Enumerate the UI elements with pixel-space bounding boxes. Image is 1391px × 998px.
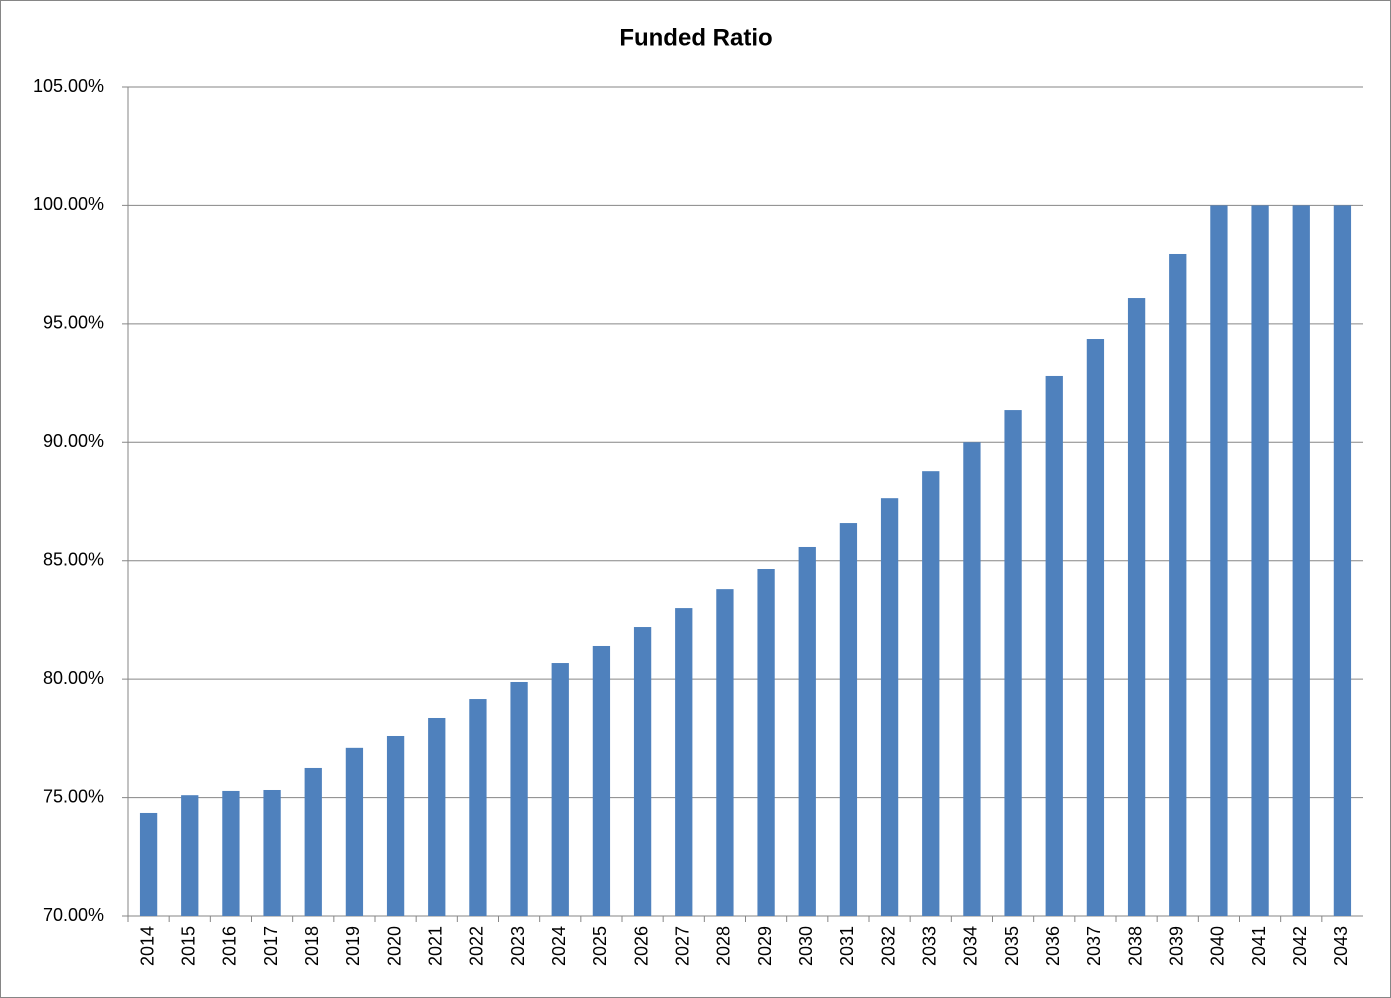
x-tick-label: 2018 (302, 926, 322, 966)
bar (304, 767, 322, 916)
bar (510, 681, 528, 916)
bar (428, 717, 446, 916)
bar (1086, 339, 1105, 916)
x-tick-label: 2035 (1002, 926, 1022, 966)
bar (757, 569, 775, 916)
x-tick-label: 2037 (1084, 926, 1104, 966)
x-tick-label: 2043 (1331, 926, 1351, 966)
x-tick-label: 2039 (1167, 926, 1187, 966)
x-tick-label: 2034 (961, 926, 981, 966)
bar (139, 812, 158, 916)
x-tick-label: 2019 (343, 926, 363, 966)
x-tick-label: 2016 (220, 926, 240, 966)
bar (222, 790, 240, 916)
x-tick-label: 2025 (590, 926, 610, 966)
bar (633, 627, 652, 916)
y-tick-label: 90.00% (43, 431, 104, 451)
x-tick-label: 2040 (1208, 926, 1228, 966)
bar (551, 663, 569, 916)
x-tick-label: 2032 (878, 926, 898, 966)
bar (839, 523, 858, 916)
x-tick-label: 2020 (384, 926, 404, 966)
bar (345, 747, 364, 916)
bar (1127, 298, 1146, 917)
bar (1004, 410, 1022, 916)
bar (263, 789, 281, 916)
x-tick-label: 2031 (837, 926, 857, 966)
x-tick-label: 2030 (796, 926, 816, 966)
x-tick-label: 2026 (631, 926, 651, 966)
chart-title: Funded Ratio (619, 24, 772, 51)
bar (1251, 205, 1269, 916)
x-tick-label: 2041 (1249, 926, 1269, 966)
x-tick-label: 2029 (755, 926, 775, 966)
x-tick-label: 2017 (261, 926, 281, 966)
x-tick-label: 2022 (467, 926, 487, 966)
bar (922, 471, 940, 916)
bar (592, 645, 611, 916)
y-tick-label: 75.00% (43, 786, 104, 806)
bar (798, 546, 816, 916)
x-tick-label: 2021 (426, 926, 446, 966)
bar (1333, 205, 1352, 916)
y-tick-label: 85.00% (43, 549, 104, 569)
y-tick-label: 95.00% (43, 313, 104, 333)
x-tick-label: 2024 (549, 926, 569, 966)
x-tick-label: 2023 (508, 926, 528, 966)
bar (1210, 205, 1228, 916)
bar (469, 699, 487, 916)
y-tick-label: 100.00% (33, 194, 104, 214)
x-tick-label: 2027 (673, 926, 693, 966)
bar (716, 589, 734, 916)
x-tick-label: 2042 (1290, 926, 1310, 966)
bar (386, 735, 405, 916)
x-tick-label: 2028 (714, 926, 734, 966)
y-tick-label: 105.00% (33, 76, 104, 96)
x-tick-label: 2036 (1043, 926, 1063, 966)
x-tick-label: 2015 (179, 926, 199, 966)
y-tick-label: 70.00% (43, 905, 104, 925)
y-tick-label: 80.00% (43, 668, 104, 688)
bar (1045, 375, 1063, 917)
x-tick-label: 2033 (920, 926, 940, 966)
bar (1169, 253, 1187, 917)
bar (181, 795, 199, 916)
bar (963, 442, 981, 916)
bar (675, 608, 693, 916)
x-tick-label: 2014 (137, 926, 157, 966)
bar (1292, 205, 1310, 916)
x-tick-label: 2038 (1125, 926, 1145, 966)
bar (880, 498, 899, 916)
